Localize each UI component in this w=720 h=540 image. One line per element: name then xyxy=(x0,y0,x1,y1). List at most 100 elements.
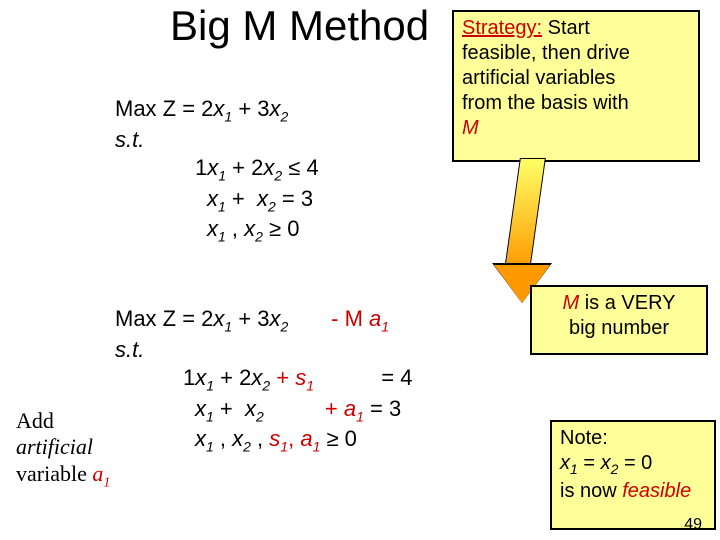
le: ≤ 4 xyxy=(282,155,319,180)
s2: 2 xyxy=(255,229,263,245)
slack: + s1 xyxy=(270,365,314,390)
n2: + 2 xyxy=(226,155,263,180)
gap3 xyxy=(264,396,325,421)
nmid: = xyxy=(578,452,601,474)
x2: x xyxy=(251,365,262,390)
x: x xyxy=(195,426,206,451)
s: 1 xyxy=(218,229,226,245)
sv: s xyxy=(269,426,280,451)
n: 1 xyxy=(183,365,195,390)
add-a: a xyxy=(92,461,103,486)
strategy-line4: from the basis with xyxy=(462,92,629,114)
slide-title: Big M Method xyxy=(170,2,429,50)
nx1: x xyxy=(560,452,570,474)
minus-M: - M a1 xyxy=(331,306,389,331)
add-l1: Add xyxy=(16,408,54,433)
strategy-lead: Strategy: Start xyxy=(462,17,590,39)
e4: = 4 xyxy=(381,365,412,390)
a: a xyxy=(300,426,312,451)
t: Max Z = 2 xyxy=(115,96,213,121)
rc1: 1x1 + 2x2 + s1 = 4 xyxy=(115,364,412,395)
st-1: s.t. xyxy=(115,126,319,155)
s2: 2 xyxy=(256,408,264,424)
strategy-line2: feasible, then drive xyxy=(462,42,630,64)
note-l1: Note: xyxy=(560,427,608,449)
bignum-l2: big number xyxy=(569,317,669,339)
strategy-M: M xyxy=(462,117,479,139)
c1: 1x1 + 2x2 ≤ 4 xyxy=(115,154,319,185)
sv: s xyxy=(295,365,306,390)
problem-original: Max Z = 2x1 + 3x2 s.t. 1x1 + 2x2 ≤ 4 x1 … xyxy=(115,95,319,246)
x: x xyxy=(207,216,218,241)
slide: Big M Method Strategy: Start feasible, t… xyxy=(0,0,720,540)
obj-line-2: Max Z = 2x1 + 3x2 - M a1 xyxy=(115,305,412,336)
note-callout: Note: x1 = x2 = 0 is now feasible xyxy=(550,420,716,530)
x2: x xyxy=(245,396,256,421)
ps: + xyxy=(270,365,295,390)
strategy-underline: Strategy: xyxy=(462,17,542,39)
s2: 2 xyxy=(281,108,289,124)
x: x xyxy=(213,306,224,331)
a: a xyxy=(369,306,381,331)
s: 1 xyxy=(218,198,226,214)
ge: ≥ 0 xyxy=(320,426,357,451)
p: + xyxy=(214,396,245,421)
ss: 1 xyxy=(280,439,288,455)
problem-reformulated: Max Z = 2x1 + 3x2 - M a1 s.t. 1x1 + 2x2 … xyxy=(115,305,412,456)
t2: + 3 xyxy=(232,306,269,331)
s2: 2 xyxy=(262,378,270,394)
s2: 2 xyxy=(274,168,282,184)
page-number: 49 xyxy=(684,516,702,534)
nfb: feasible xyxy=(622,480,691,502)
ss: 1 xyxy=(306,378,314,394)
t2: + 3 xyxy=(232,96,269,121)
bignum-M: M xyxy=(562,292,579,314)
s: 1 xyxy=(206,378,214,394)
nfa: is now xyxy=(560,480,622,502)
g: ≥ 0 xyxy=(263,216,300,241)
add-artificial-label: Add artificial variable a1 xyxy=(16,408,154,492)
c2: x1 + x2 = 3 xyxy=(115,185,319,216)
c: , xyxy=(226,216,244,241)
x2: x xyxy=(232,426,243,451)
pa: + xyxy=(325,396,344,421)
as: 1 xyxy=(381,318,389,334)
x: x xyxy=(207,186,218,211)
s2: 2 xyxy=(268,198,276,214)
comma: , xyxy=(288,426,300,451)
rnn: x1 , x2 , s1, a1 ≥ 0 xyxy=(115,425,412,456)
a: a xyxy=(344,396,356,421)
art: + a1 xyxy=(325,396,364,421)
st-2: s.t. xyxy=(115,336,412,365)
eq: = 3 xyxy=(276,186,313,211)
s2: 2 xyxy=(243,439,251,455)
extra: s1, a1 xyxy=(269,426,320,451)
t: Max Z = 2 xyxy=(115,306,213,331)
x: x xyxy=(213,96,224,121)
x2: x xyxy=(270,96,281,121)
c2: , xyxy=(251,426,269,451)
p: + xyxy=(226,186,257,211)
nn: x1 , x2 ≥ 0 xyxy=(115,215,319,246)
s: 1 xyxy=(218,168,226,184)
strategy-callout: Strategy: Start feasible, then drive art… xyxy=(452,10,700,162)
gap2 xyxy=(314,365,381,390)
nx1s: 1 xyxy=(570,461,578,477)
mm: - M xyxy=(331,306,369,331)
strategy-line3: artificial variables xyxy=(462,67,615,89)
add-as: 1 xyxy=(103,475,110,490)
neq0: = 0 xyxy=(618,452,652,474)
obj-line-1: Max Z = 2x1 + 3x2 xyxy=(115,95,319,126)
x: x xyxy=(195,365,206,390)
x2: x xyxy=(263,155,274,180)
x2: x xyxy=(270,306,281,331)
nx2: x xyxy=(601,452,611,474)
rc2: x1 + x2 + a1 = 3 xyxy=(115,395,412,426)
x2: x xyxy=(244,216,255,241)
arrow-icon xyxy=(504,158,546,270)
s: 1 xyxy=(206,439,214,455)
x: x xyxy=(195,396,206,421)
n2: + 2 xyxy=(214,365,251,390)
as: 1 xyxy=(356,408,364,424)
e3: = 3 xyxy=(364,396,401,421)
